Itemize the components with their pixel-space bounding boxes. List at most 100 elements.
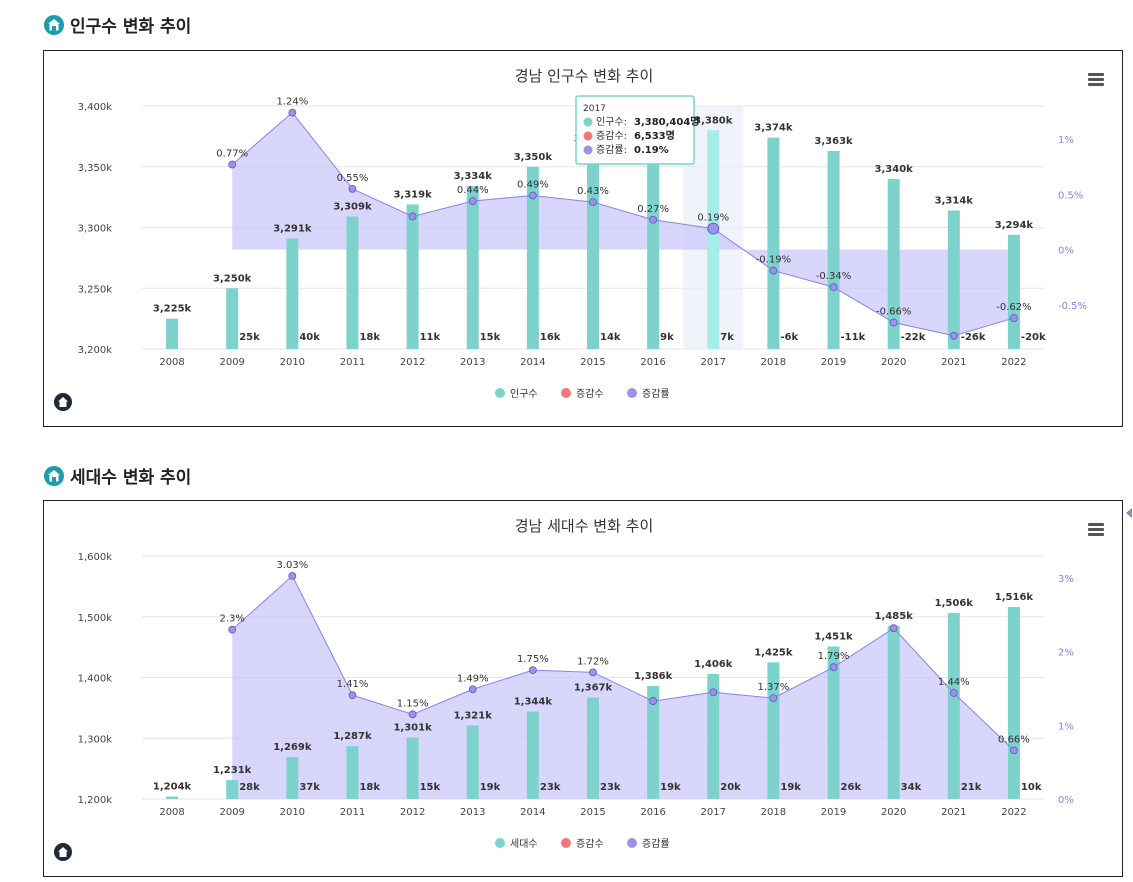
bar xyxy=(947,210,960,349)
x-tick-label: 2021 xyxy=(941,807,966,818)
diff-label: 40k xyxy=(299,332,320,343)
rate-label: 1.37% xyxy=(758,682,790,693)
bar-value-label: 3,314k xyxy=(935,195,974,206)
x-tick-label: 2022 xyxy=(1001,807,1026,818)
x-tick-label: 2012 xyxy=(400,807,425,818)
bar-value-label: 1,231k xyxy=(213,765,252,776)
chart-menu-icon[interactable] xyxy=(1088,73,1104,87)
y2-tick-label: 1% xyxy=(1058,135,1074,146)
y2-tick-label: 0% xyxy=(1058,246,1074,257)
chart-menu-icon[interactable] xyxy=(1088,523,1104,537)
bar-value-label: 3,374k xyxy=(754,123,793,134)
bar xyxy=(1007,234,1020,349)
chart-title: 경남 세대수 변화 추이 xyxy=(515,517,654,535)
x-tick-label: 2017 xyxy=(701,807,726,818)
rate-label: 1.49% xyxy=(457,673,489,684)
rate-point xyxy=(829,663,838,672)
legend-marker xyxy=(495,388,505,398)
bar xyxy=(406,204,419,349)
rate-label: 0.66% xyxy=(998,734,1030,745)
bar-value-label: 1,516k xyxy=(995,592,1034,603)
home-icon xyxy=(44,465,64,486)
diff-label: 19k xyxy=(480,782,501,793)
rate-point xyxy=(468,197,477,205)
rate-point xyxy=(1010,314,1018,322)
x-tick-label: 2013 xyxy=(460,807,485,818)
bar xyxy=(226,780,239,799)
bar-value-label: 1,386k xyxy=(634,671,673,682)
rate-point xyxy=(649,697,658,705)
rate-line xyxy=(231,575,1015,751)
diff-label: 10k xyxy=(1021,782,1042,793)
x-tick-label: 2018 xyxy=(761,807,786,818)
section-title-text: 세대수 변화 추이 xyxy=(70,468,192,488)
x-tick-label: 2009 xyxy=(219,357,244,368)
rate-point xyxy=(288,108,297,117)
bar-value-label: 3,380k xyxy=(694,115,733,126)
rate-point xyxy=(348,691,357,700)
bar xyxy=(406,737,419,799)
rate-point xyxy=(589,198,597,206)
section-title-text: 인구수 변화 추이 xyxy=(70,17,192,37)
diff-label: 7k xyxy=(720,332,734,343)
x-tick-label: 2018 xyxy=(761,357,786,368)
side-collapse-icon[interactable] xyxy=(1126,508,1132,518)
bar-value-label: 3,363k xyxy=(814,136,853,147)
tooltip-marker xyxy=(583,131,593,141)
rate-point xyxy=(528,191,537,200)
rate-label: 0.19% xyxy=(697,213,729,224)
x-tick-label: 2011 xyxy=(340,807,365,818)
x-tick-label: 2019 xyxy=(821,807,846,818)
diff-label: -20k xyxy=(1021,332,1046,343)
rate-point xyxy=(949,331,958,340)
diff-label: -11k xyxy=(841,332,866,343)
tooltip-row-value: 3,380,404명 xyxy=(634,115,700,128)
bar xyxy=(166,318,179,349)
bar xyxy=(1007,607,1020,799)
rate-point xyxy=(228,160,237,169)
tooltip-marker xyxy=(583,145,593,155)
diff-label: 21k xyxy=(961,782,982,793)
y2-tick-label: 0.5% xyxy=(1058,190,1083,201)
bar-value-label: 1,287k xyxy=(333,731,372,742)
rate-label: 0.77% xyxy=(216,149,248,160)
x-tick-label: 2013 xyxy=(460,357,485,368)
section-title-households: 세대수 변화 추이 xyxy=(44,463,191,488)
diff-label: 19k xyxy=(780,782,801,793)
rate-point xyxy=(707,222,720,235)
rate-point xyxy=(829,283,838,292)
bar xyxy=(647,137,660,349)
diff-label: 9k xyxy=(660,332,674,343)
legend-label: 증감수 xyxy=(576,388,604,400)
legend-marker xyxy=(627,388,637,398)
bar-value-label: 1,367k xyxy=(574,683,613,694)
households-chart: 경남 세대수 변화 추이 1,600k 1,500k 1,400k 1,300k 1,20… xyxy=(43,500,1123,877)
bar xyxy=(947,613,960,799)
bar-value-label: 1,269k xyxy=(273,742,312,753)
y2-tick-label: 0% xyxy=(1058,795,1074,806)
y2-tick-label: 2% xyxy=(1058,648,1074,659)
rate-line xyxy=(231,111,1015,337)
bar-value-label: 3,350k xyxy=(514,152,553,163)
rate-label: 1.24% xyxy=(276,97,308,108)
rate-label: 3.03% xyxy=(276,560,308,571)
rate-label: 1.44% xyxy=(938,677,970,688)
rate-point xyxy=(889,318,898,327)
x-tick-label: 2021 xyxy=(941,357,966,368)
bar xyxy=(587,697,599,799)
x-tick-label: 2016 xyxy=(640,807,665,818)
bar-value-label: 1,451k xyxy=(814,632,853,643)
y-tick-label: 1,300k xyxy=(78,734,113,745)
rate-label: -0.66% xyxy=(876,306,911,317)
legend-marker xyxy=(561,838,571,848)
x-tick-label: 2020 xyxy=(881,357,906,368)
x-tick-label: 2014 xyxy=(520,807,545,818)
bar-value-label: 3,319k xyxy=(393,189,432,200)
rate-point xyxy=(348,184,357,193)
bar-value-label: 3,291k xyxy=(273,223,312,234)
diff-label: 37k xyxy=(299,782,320,793)
rate-area xyxy=(232,112,1014,336)
bar-value-label: 3,309k xyxy=(333,202,372,213)
y-tick-label: 1,400k xyxy=(78,674,113,685)
rate-point xyxy=(408,212,417,221)
